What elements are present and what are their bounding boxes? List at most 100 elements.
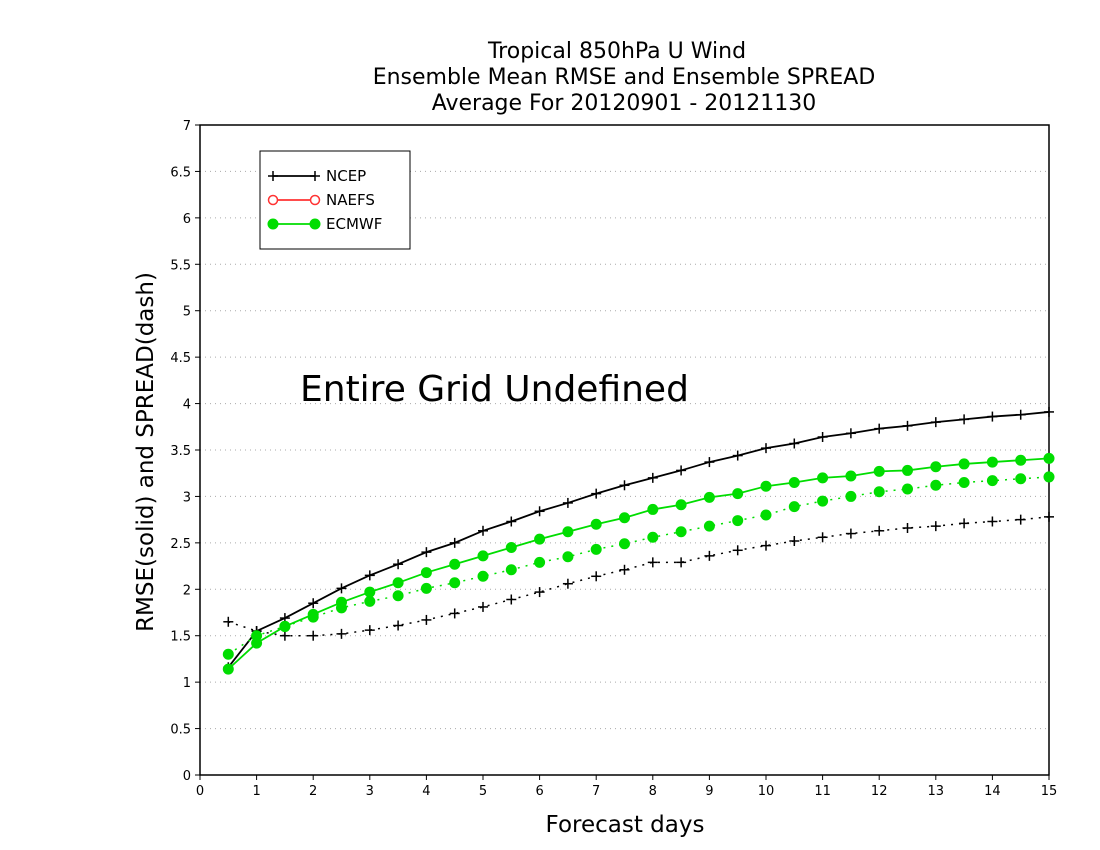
y-tick-label-13: 6.5 [170, 165, 191, 180]
series-series-spread [222, 471, 1055, 660]
point-series-spread-5 [364, 595, 376, 607]
point-ncep-rmse-9 [478, 525, 488, 536]
point-series-spread-29 [1043, 471, 1055, 483]
y-tick-label-3: 1.5 [170, 630, 191, 645]
point-series-spread-0 [223, 616, 234, 627]
series-line-ecmwf-rmse [227, 457, 1050, 670]
point-ecmwf-rmse-12 [562, 526, 574, 538]
x-tick-label-13: 13 [928, 784, 945, 799]
x-tick-label-3: 3 [366, 784, 374, 799]
y-tick-label-14: 7 [183, 119, 191, 134]
point-series-spread-16 [675, 526, 687, 538]
y-axis-label: RMSE(solid) and SPREAD(dash) [133, 272, 159, 632]
legend-marker-left-ecmwf [267, 218, 279, 230]
point-series-spread-20 [789, 536, 800, 546]
point-series-spread-4 [336, 602, 347, 614]
legend-marker-left-naefs [267, 194, 279, 206]
point-series-spread-8 [449, 577, 461, 589]
legend-item-ncep: NCEP [268, 167, 366, 185]
point-ecmwf-rmse-10 [505, 542, 517, 553]
point-ecmwf-rmse-22 [845, 470, 857, 482]
y-tick-label-4: 2 [183, 583, 191, 598]
point-ecmwf-rmse-23 [873, 465, 885, 477]
point-series-spread-27 [986, 475, 998, 487]
point-series-spread-25 [930, 521, 941, 532]
point-ecmwf-rmse-15 [647, 503, 659, 515]
point-series-spread-21 [817, 495, 829, 507]
x-tick-label-15: 15 [1041, 784, 1058, 799]
series-ncep-rmse [223, 406, 1054, 673]
point-ecmwf-rmse-29 [1043, 452, 1055, 464]
legend-label-ncep: NCEP [326, 167, 366, 185]
x-tick-label-0: 0 [196, 784, 204, 799]
point-ncep-rmse-6 [393, 559, 404, 570]
point-series-spread-19 [760, 509, 772, 521]
point-series-spread-27 [987, 516, 998, 527]
point-ecmwf-rmse-28 [1015, 454, 1027, 466]
point-ecmwf-rmse-9 [477, 550, 489, 562]
point-series-spread-20 [788, 501, 800, 513]
point-ncep-rmse-29 [1044, 406, 1054, 417]
point-ncep-rmse-25 [930, 417, 941, 428]
legend: NCEP NAEFS ECMWF [259, 150, 411, 250]
point-ecmwf-rmse-8 [449, 558, 461, 570]
y-tick-label-11: 5.5 [170, 258, 191, 273]
point-ncep-rmse-20 [789, 438, 800, 449]
point-ncep-rmse-26 [959, 414, 970, 425]
point-ecmwf-rmse-26 [958, 458, 970, 470]
point-series-spread-26 [959, 518, 970, 529]
point-ecmwf-rmse-13 [590, 518, 602, 530]
point-ncep-rmse-28 [1015, 409, 1026, 420]
point-series-spread-14 [619, 538, 630, 550]
series-line-series-spread [227, 476, 1050, 655]
point-ncep-rmse-27 [987, 411, 998, 422]
point-ncep-rmse-17 [704, 457, 715, 468]
point-ncep-rmse-13 [591, 488, 602, 499]
title-line-1: Tropical 850hPa U Wind [487, 39, 746, 64]
point-series-spread-15 [647, 531, 659, 543]
point-ecmwf-rmse-17 [703, 491, 715, 503]
point-series-spread-6 [392, 590, 404, 602]
x-tick-label-4: 4 [422, 784, 430, 799]
legend-marker-right-ncep [310, 171, 320, 181]
legend-item-ecmwf: ECMWF [267, 215, 382, 233]
chart-title: Tropical 850hPa U Wind Ensemble Mean RMS… [373, 39, 876, 116]
y-tick-label-6: 3 [183, 490, 191, 505]
point-series-spread-18 [732, 515, 744, 527]
point-series-spread-22 [845, 490, 857, 502]
point-series-spread-2 [279, 630, 290, 641]
point-series-spread-10 [506, 594, 517, 605]
x-tick-label-10: 10 [758, 784, 775, 799]
series-ecmwf-rmse [222, 452, 1055, 675]
point-series-spread-9 [477, 570, 489, 582]
point-ecmwf-rmse-5 [364, 586, 376, 598]
point-ncep-rmse-16 [676, 465, 687, 476]
point-series-spread-25 [930, 479, 942, 491]
point-series-spread-16 [676, 557, 687, 568]
point-series-spread-29 [1044, 511, 1054, 522]
point-ncep-rmse-7 [421, 547, 432, 558]
point-series-spread-12 [562, 578, 573, 589]
point-series-spread-5 [364, 625, 375, 636]
legend-marker-right-ecmwf [309, 218, 321, 230]
point-series-spread-28 [1015, 473, 1027, 485]
point-ecmwf-rmse-0 [222, 663, 234, 675]
point-series-spread-6 [393, 620, 404, 631]
title-line-2: Ensemble Mean RMSE and Ensemble SPREAD [373, 65, 876, 90]
point-series-spread-3 [308, 630, 319, 641]
point-ecmwf-rmse-25 [930, 461, 942, 473]
title-line-3: Average For 20120901 - 20121130 [432, 91, 817, 116]
point-ecmwf-rmse-19 [760, 480, 772, 492]
point-ncep-rmse-23 [874, 423, 885, 434]
point-series-spread-2 [279, 620, 291, 632]
annotation-undefined: Entire Grid Undefined [300, 369, 689, 410]
point-ncep-rmse-4 [336, 583, 347, 594]
y-tick-label-10: 5 [183, 305, 191, 320]
legend-label-ecmwf: ECMWF [326, 215, 382, 233]
gridlines [200, 170, 1049, 730]
tick-labels: 0 1 2 3 4 5 6 7 8 9 10 11 12 13 14 1500.511.522.533.544… [170, 119, 1057, 799]
point-series-spread-28 [1015, 514, 1026, 525]
point-ncep-rmse-18 [732, 450, 743, 461]
point-series-spread-11 [534, 587, 545, 598]
x-tick-label-1: 1 [252, 784, 260, 799]
